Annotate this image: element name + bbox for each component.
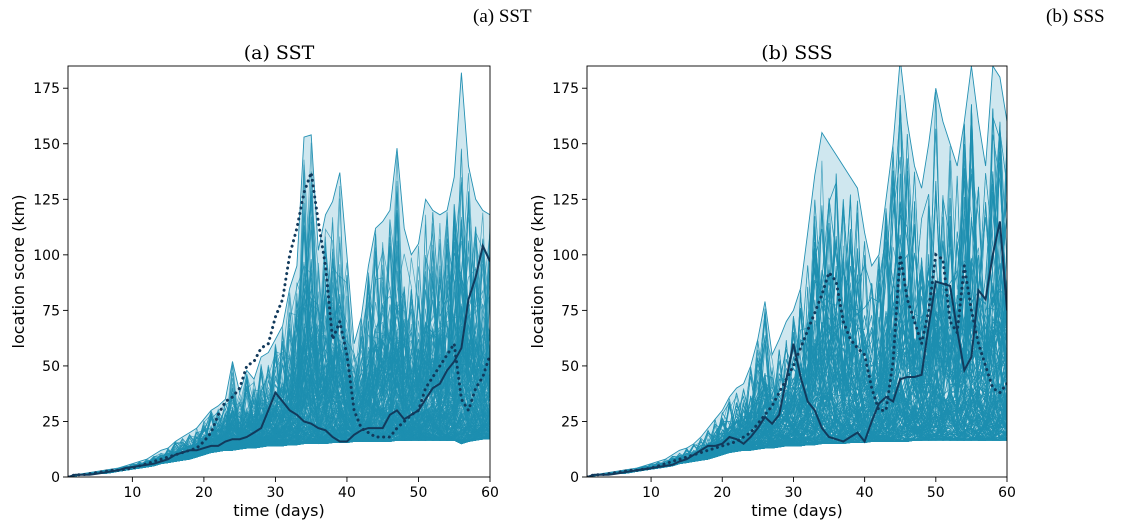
y-tick-label: 100 <box>552 248 579 264</box>
y-axis-label: location score (km) <box>528 195 547 349</box>
x-tick-label: 30 <box>267 485 285 501</box>
y-tick-label: 100 <box>33 248 60 264</box>
ensemble-line <box>587 180 1007 477</box>
x-tick-label: 40 <box>338 485 356 501</box>
x-tick-label: 60 <box>481 485 499 501</box>
x-tick-label: 10 <box>123 485 141 501</box>
ensemble-line <box>587 162 1007 477</box>
x-tick-label: 40 <box>856 485 874 501</box>
ensemble-max-line <box>587 66 1007 477</box>
ensemble-line <box>587 123 1007 477</box>
dotted-line <box>587 252 1007 477</box>
y-tick-label: 50 <box>561 359 579 375</box>
ensemble-line <box>68 321 490 477</box>
axes-frame <box>586 65 1008 478</box>
y-tick-label: 0 <box>51 470 60 486</box>
panel-title: (b) SSS <box>761 42 832 64</box>
y-tick-label: 125 <box>33 192 60 208</box>
y-tick-label: 125 <box>552 192 579 208</box>
ensemble-line <box>587 142 1007 477</box>
figure-caption-b: (b) SSS <box>1046 6 1105 27</box>
y-tick-label: 0 <box>570 470 579 486</box>
y-tick-label: 150 <box>552 137 579 153</box>
x-tick-label: 20 <box>195 485 213 501</box>
y-tick-label: 50 <box>42 359 60 375</box>
axes-frame <box>67 65 491 478</box>
x-tick-label: 20 <box>713 485 731 501</box>
plot-area <box>587 66 1007 477</box>
y-tick-label: 25 <box>561 414 579 430</box>
y-tick-label: 175 <box>552 81 579 97</box>
y-tick-label: 75 <box>561 303 579 319</box>
x-axis-label: time (days) <box>233 501 324 520</box>
y-tick-label: 175 <box>33 81 60 97</box>
ensemble-line <box>68 321 490 477</box>
y-tick-label: 150 <box>33 137 60 153</box>
x-axis-label: time (days) <box>751 501 842 520</box>
x-tick-label: 10 <box>642 485 660 501</box>
figure-caption-a: (a) SST <box>473 6 532 27</box>
x-tick-label: 30 <box>785 485 803 501</box>
ensemble-max-line <box>68 72 490 477</box>
y-tick-label: 75 <box>42 303 60 319</box>
x-tick-label: 50 <box>410 485 428 501</box>
plot-area <box>68 72 490 477</box>
panel-title: (a) SST <box>244 42 315 64</box>
ensemble-line <box>68 280 490 477</box>
dotted-line <box>68 172 490 477</box>
panel-sss: 10 20 30 40 50 60 0 25 50 75 100 125 150 175 (b) SSS ti… <box>528 42 1016 520</box>
ensemble-line <box>587 436 1007 477</box>
y-axis-label: location score (km) <box>9 195 28 349</box>
x-tick-label: 50 <box>927 485 945 501</box>
y-tick-label: 25 <box>42 414 60 430</box>
x-tick-label: 60 <box>998 485 1016 501</box>
panel-sst: 10 20 30 40 50 60 0 25 50 75 100 125 150 175 (a) SST ti… <box>9 42 499 520</box>
